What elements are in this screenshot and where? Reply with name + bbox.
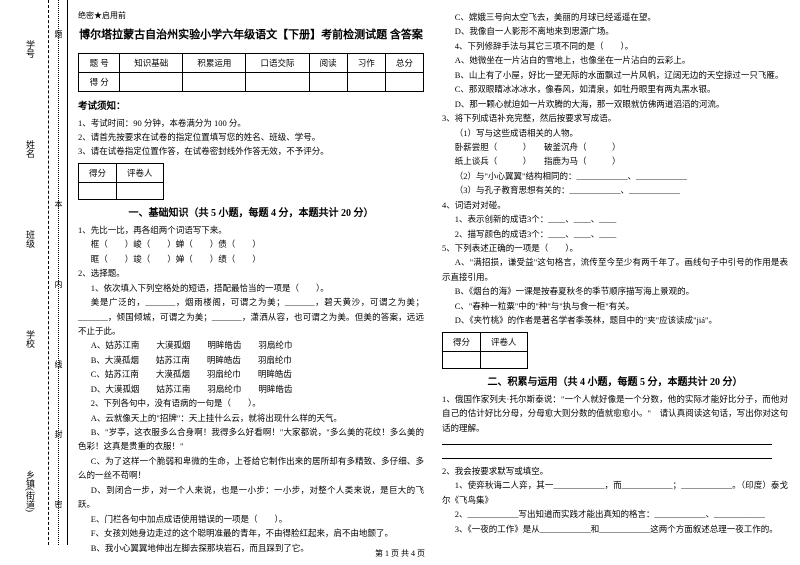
th: 习作 [347,53,385,72]
section-2-title: 二、积累与运用（共 4 小题，每题 5 分，本题共计 20 分） [442,373,788,388]
cut-label-5: 封 [53,430,64,438]
q2-opt: C、为了这样一个脆弱和卑微的生命，上苍给它制作出来的居所却有多精致、多仔细、多么… [78,454,424,483]
q2-text: 美是广泛的，_______，烟雨楼阁，可谓之为美；_______，碧天黄沙，可谓… [78,295,424,338]
grader-table-2: 得分评卷人 [442,332,528,369]
opt-line: B、山上有了小屋，好比一望无际的水面飘过一片风帆，辽阔无边的天空掠过一只飞雁。 [442,68,788,82]
page-content: 绝密★启用前 博尔塔拉蒙古自治州实验小学六年级语文【下册】考前检测试题 含答案 … [78,10,788,555]
fold-line [48,0,49,545]
th: 积累运用 [183,53,246,72]
q2-opt: D、大漠孤烟 姑苏江南 羽扇纶巾 明眸皓齿 [78,382,424,396]
table-row: 题 号 知识基础 积累运用 口语交际 阅读 习作 总分 [79,53,424,72]
th: 总分 [385,53,423,72]
section-1-title: 一、基础知识（共 5 小题，每题 4 分，本题共计 20 分） [78,204,424,219]
td [120,72,183,91]
cut-label-2: 本 [53,200,64,208]
q3-line: 卧薪尝胆（ ） 破釜沉舟（ ） [442,140,788,154]
page-footer: 第 1 页 共 4 页 [0,548,800,559]
q2-opt: E、门栏各句中加点成语使用错误的一项是（ ）。 [78,512,424,526]
notes-title: 考试须知： [78,98,424,112]
q5-head: 5、下列表述正确的一项是（ ）。 [442,241,788,255]
q4-head: 4、词语对对碰。 [442,198,788,212]
q2-sub2: 2、下列各句中，没有语病的一句是（ ）。 [78,396,424,410]
opt-line: D、我像自一人影形不离地来到思源广场。 [442,24,788,38]
td [481,351,528,368]
blank-line [442,449,788,463]
td [183,72,246,91]
q2-opt: B、"岁亭，这衣服多么合身啊！我得多么好看啊！"大家都说，"多么美的花纹！多么美… [78,425,424,454]
s2-q1: 1、俄国作家列夫·托尔斯泰说："一个人就好像是一个分数，他的实际才能好比分子，而… [442,392,788,435]
table-row: 得 分 [79,72,424,91]
q3-line: 纸上谈兵（ ） 指鹿为马（ ） [442,154,788,168]
left-column: 绝密★启用前 博尔塔拉蒙古自治州实验小学六年级语文【下册】考前检测试题 含答案 … [78,10,424,555]
q2-opt: F、女孩刘她身边走过的这个聪明准最的青年，不由得脸红起来，肩不由地颤了。 [78,526,424,540]
q3-line: （3）与孔子教育思想有关的：____________、____________ [442,183,788,197]
s2-q2-line: 3、《一夜的工作》是从____________和____________这两个方… [442,522,788,536]
q2-head: 2、选择题。 [78,266,424,280]
th: 口语交际 [246,53,309,72]
q1-head: 1、先比一比，再各组两个词语写下来。 [78,223,424,237]
exam-title: 博尔塔拉蒙古自治州实验小学六年级语文【下册】考前检测试题 含答案 [78,27,424,45]
q2-opt: B、大漠孤烟 姑苏江南 明眸皓齿 羽扇纶巾 [78,353,424,367]
binding-margin: 学号 姓名 班级 学校 乡镇(街道) 题 本 内 线 封 密 [0,0,68,545]
td [385,72,423,91]
q2-opt: A、姑苏江南 大漠孤烟 明眸皓齿 羽扇纶巾 [78,338,424,352]
th: 知识基础 [120,53,183,72]
td [246,72,309,91]
s2-q2-line: 1、使弈秋诲二人弈，其一____________，而____________；_… [442,478,788,507]
td [309,72,347,91]
blank-line [442,435,788,449]
cut-label-4: 线 [53,360,64,368]
score-table: 题 号 知识基础 积累运用 口语交际 阅读 习作 总分 得 分 [78,53,424,92]
td: 评卷人 [481,332,528,351]
cut-label-3: 内 [53,280,64,288]
q3-head: 3、将下列成语补充完整，然后按要求写成语。 [442,111,788,125]
label-class: 班级 [24,230,37,248]
s2-q2-head: 2、我会按要求默写或填空。 [442,464,788,478]
td [79,182,117,199]
td: 得 分 [79,72,120,91]
opt-line: C、那双眼睛冰冰冰水，像春风，如清泉，如牡丹眼里有两丸黑水银。 [442,82,788,96]
cut-label-1: 题 [53,30,64,38]
opt-line: C、嫦娥三号向太空飞去，美丽的月球已经遥遥在望。 [442,10,788,24]
label-school: 学校 [24,330,37,348]
q3-line: （1）写与这些成语相关的人物。 [442,126,788,140]
q4-line: 2、描写颜色的成语3个：____、____、____ [442,227,788,241]
confidential-mark: 绝密★启用前 [78,10,424,21]
grader-table: 得分评卷人 [78,163,164,200]
seal-line [58,0,59,545]
opt-line: 4、下列修辞手法与其它三项不同的是（ ）。 [442,39,788,53]
td: 评卷人 [117,163,164,182]
label-student-id: 学号 [24,40,37,58]
q5-opt: D、《夹竹桃》的作者是著名学者季羡林，题目中的"夹"应该读成"jiá"。 [442,313,788,327]
q4-line: 1、表示创新的成语3个：____、____、____ [442,212,788,226]
q3-line: （2）与"小心翼翼"结构相同的：____________、___________… [442,169,788,183]
s2-q2-line: 2、____________写出知道而实践才能出真知的格言：__________… [442,507,788,521]
label-township: 乡镇(街道) [24,470,37,512]
q5-opt: A、"满招损，谦受益"这句格言，流传至今至少有两千年了。画线句子中引号的作用是表… [442,255,788,284]
note-line: 1、考试时间：90 分钟，本卷满分为 100 分。 [78,116,424,130]
td [347,72,385,91]
th: 阅读 [309,53,347,72]
q2-sub: 1、依次填入下列空格处的短语，搭配最恰当的一项是（ ）。 [78,281,424,295]
q1-line: 框（ ）峻（ ）蝉（ ）债（ ） [78,237,424,251]
note-line: 3、请在试卷指定位置作答，在试卷密封线外作答无效，不予评分。 [78,144,424,158]
q1-line: 眶（ ）竣（ ）婵（ ）绩（ ） [78,252,424,266]
q5-opt: B、《烟台的海》一课是按春夏秋冬的季节顺序描写海上景观的。 [442,284,788,298]
td [443,351,481,368]
td: 得分 [443,332,481,351]
q2-opt: D、到闭合一步，对一个人来说，也是一小步：一小步，对整个人类来说，是巨大的飞跃。 [78,483,424,512]
q2-opt: C、姑苏江南 大漠孤烟 羽扇纶巾 明眸皓齿 [78,367,424,381]
note-line: 2、请首先按要求在试卷的指定位置填写您的姓名、班级、学号。 [78,130,424,144]
th: 题 号 [79,53,120,72]
right-column: C、嫦娥三号向太空飞去，美丽的月球已经遥遥在望。 D、我像自一人影形不离地来到思… [442,10,788,555]
opt-line: D、那一颗心就迫如一片欢腾的大海，那一双眼就仿佛两道滔滔的河流。 [442,97,788,111]
q2-opt: A、云就像天上的"招牌"：天上挂什么云，就将出现什么样的天气。 [78,411,424,425]
td [117,182,164,199]
label-name: 姓名 [24,140,37,158]
cut-label-6: 密 [53,500,64,508]
q5-opt: C、"春种一粒粟"中的"种"与"执与食一柜"有关。 [442,299,788,313]
td: 得分 [79,163,117,182]
opt-line: A、她微坐在一片沾白的雪地上，也像坐在一片沾白的云彩上。 [442,53,788,67]
